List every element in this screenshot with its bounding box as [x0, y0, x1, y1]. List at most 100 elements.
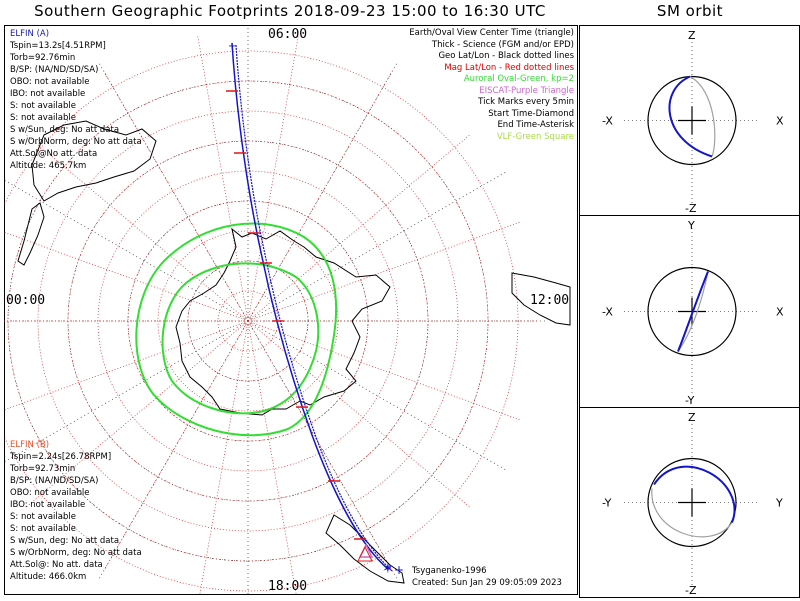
- geo-lon-line: [247, 170, 508, 322]
- elfin-b-line: ELFIN (B): [10, 440, 50, 450]
- elfin-b-line: S: not available: [10, 512, 76, 522]
- sm-axis-label-top: Y: [687, 219, 695, 232]
- sm-orbit-plot: Y -Y -X X: [602, 219, 784, 407]
- sm-axis-label-top: Z: [688, 411, 696, 424]
- model-credit: Tsyganenko-1996: [412, 566, 487, 576]
- australia-outline: [31, 120, 157, 202]
- footprint-map: + ✶ + 06:00 00:00 12:00 18:00: [4, 25, 571, 595]
- sm-panel-xz: Z -Z -X X: [579, 25, 800, 216]
- track-markers: + ✶ +: [228, 41, 404, 577]
- mlt-label-bottom: 18:00: [268, 579, 307, 594]
- sm-axis-label-bottom: -Z: [685, 202, 697, 215]
- mlt-label-right: 12:00: [530, 293, 569, 308]
- mag-lon-line: [4, 320, 249, 411]
- sm-orbit-gray: [689, 75, 716, 157]
- sm-orbit-plot: Z -Z -Y Y: [602, 411, 783, 597]
- mag-lon-line: [102, 69, 249, 322]
- earth-circle: [647, 75, 737, 166]
- sm-orbit-track: [653, 465, 736, 523]
- earth-circle: [647, 457, 737, 548]
- south-america-outline: [325, 514, 405, 584]
- sm-axis-label-bottom: -Y: [685, 394, 695, 407]
- elfin-a-line: S w/Sun, deg: No att data: [10, 125, 120, 135]
- sm-axis-label-bottom: -Z: [685, 584, 697, 597]
- page-title: Southern Geographic Footprints 2018-09-2…: [34, 2, 546, 20]
- mag-lon-line: [247, 221, 521, 322]
- new-zealand-outline: [17, 202, 45, 266]
- sm-orbit-gray: [651, 488, 733, 538]
- elfin-a-line: Torb=92.76min: [10, 53, 76, 63]
- mag-lon-line: [247, 320, 471, 508]
- elfin-a-line: Tspin=13.2s[4.51RPM]: [10, 41, 106, 51]
- elfin-b-line: S: not available: [10, 524, 76, 534]
- africa-outline: [511, 272, 571, 326]
- auroral-ovals: [135, 222, 338, 437]
- elfin-b-track: [235, 44, 393, 572]
- mag-lon-line: [25, 320, 249, 508]
- antarctica-outline: [175, 227, 391, 416]
- elfin-b-line: B/SP: (NA/ND/SD/SA): [10, 476, 99, 486]
- mag-lon-line: [247, 320, 394, 573]
- elfin-a-line: OBO: not available: [10, 77, 90, 87]
- legend-item: Earth/Oval View Center Time (triangle): [409, 28, 574, 38]
- elfin-b-line: Att.Sol@: No att. data: [10, 560, 103, 570]
- mag-lon-line: [199, 320, 249, 595]
- sm-panel-yz: Z -Z -Y Y: [579, 407, 800, 598]
- mag-lon-line: [247, 35, 299, 322]
- auroral-oval-outer: [135, 222, 338, 437]
- legend-item: Thick - Science (FGM and/or EPD): [431, 39, 574, 50]
- legend-item: EISCAT-Purple Triangle: [479, 85, 574, 96]
- sm-orbit-track: [668, 75, 713, 158]
- elfin-b-line: Altitude: 466.0km: [10, 572, 87, 582]
- continent-outlines: [17, 120, 571, 584]
- elfin-a-line: S w/OrbNorm, deg: No att data: [10, 137, 142, 147]
- legend-item: Geo Lat/Lon - Black dotted lines: [438, 51, 574, 61]
- sm-orbit-plot: Z -Z -X X: [602, 29, 784, 215]
- legend-item: End Time-Asterisk: [497, 120, 574, 130]
- elfin-a-line: Att.Sol@No att. data: [10, 149, 98, 159]
- sm-axis-label-right: Y: [775, 497, 783, 510]
- sm-panel-xy: Y -Y -X X: [579, 215, 800, 408]
- elfin-a-line: IBO: not available: [10, 89, 86, 99]
- elfin-b-line: S w/Sun, deg: No att data: [10, 536, 120, 546]
- sm-axis-label-left: -Y: [602, 497, 612, 510]
- elfin-a-line: Altitude: 465.7km: [10, 161, 87, 171]
- sm-axis-label-left: -X: [602, 115, 613, 128]
- legend-item: Start Time-Diamond: [488, 108, 574, 119]
- end-plus: +: [394, 563, 404, 577]
- elfin-a-line: S: not available: [10, 101, 76, 111]
- sm-axis-label-top: Z: [688, 29, 696, 42]
- elfin-a-line: S: not available: [10, 113, 76, 123]
- map-frame: [4, 25, 578, 595]
- legend-item: Auroral Oval-Green, kp=2: [463, 74, 574, 84]
- mag-grid: [4, 35, 538, 595]
- mag-lon-line: [197, 35, 249, 322]
- mag-lon-line: [247, 320, 297, 595]
- mag-lon-line: [102, 320, 249, 573]
- elfin-a-info: ELFIN (A) Tspin=13.2s[4.51RPM] Torb=92.76m…: [10, 28, 142, 172]
- elfin-track: [231, 42, 393, 572]
- mlt-label-top: 06:00: [268, 27, 307, 42]
- created-credit: Created: Sun Jan 29 09:05:09 2023: [412, 578, 562, 588]
- sm-orbit-gray: [677, 271, 709, 352]
- auroral-oval-inner: [161, 262, 320, 415]
- mag-lon-line: [4, 231, 249, 322]
- map-legend: Earth/Oval View Center Time (triangle) Th…: [409, 28, 574, 143]
- mag-lon-line: [25, 134, 249, 322]
- mag-lon-line: [247, 320, 521, 421]
- elfin-b-line: Torb=92.73min: [10, 464, 76, 474]
- start-diamond: +: [228, 41, 236, 52]
- elfin-b-info: ELFIN (B) Tspin=2.24s[26.78RPM] Torb=92.73…: [10, 439, 142, 583]
- sm-orbit-track: [677, 271, 709, 352]
- mag-lon-line: [247, 134, 471, 322]
- credit-block: Tsyganenko-1996 Created: Sun Jan 29 09:0…: [412, 565, 562, 589]
- sm-orbit-title: SM orbit: [656, 2, 724, 20]
- elfin-b-line: S w/OrbNorm, deg: No att data: [10, 548, 142, 558]
- tick-marks: [226, 90, 366, 540]
- elfin-a-line: ELFIN (A): [10, 29, 50, 39]
- sm-axis-label-left: -X: [602, 306, 613, 319]
- elfin-a-line: B/SP: (NA/ND/SD/SA): [10, 65, 99, 75]
- legend-item: Mag Lat/Lon - Red dotted lines: [444, 62, 574, 73]
- mag-lon-line: [247, 69, 394, 322]
- earth-circle: [647, 266, 737, 357]
